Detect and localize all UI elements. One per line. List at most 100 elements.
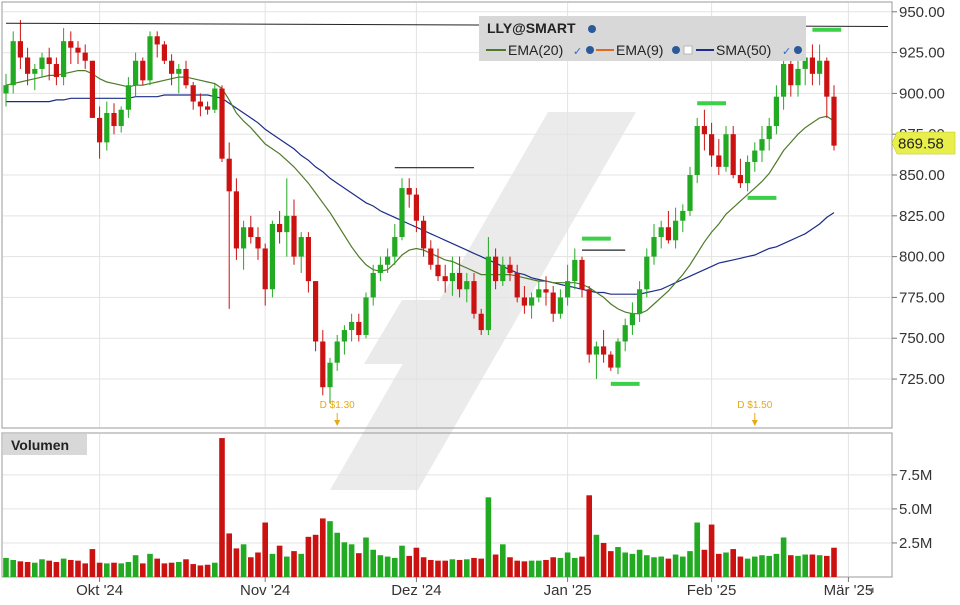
volume-bar <box>564 552 571 577</box>
candle-body <box>61 41 67 78</box>
candle <box>298 232 304 273</box>
volume-bar <box>10 559 16 577</box>
volume-bar <box>291 551 297 577</box>
candle <box>341 325 347 355</box>
volume-bar <box>435 560 441 577</box>
candle-body <box>385 256 391 265</box>
ema20-settings-icon[interactable] <box>586 46 594 54</box>
volume-bar <box>284 556 290 577</box>
candle-body <box>413 194 419 221</box>
candle-body <box>363 297 369 335</box>
price-tick-label: 950.00 <box>899 4 945 21</box>
symbol-settings-icon[interactable] <box>588 25 596 33</box>
candle <box>536 281 542 303</box>
candle <box>442 264 448 293</box>
candle-body <box>601 346 607 355</box>
volume-bar <box>550 557 556 577</box>
candle <box>10 31 16 94</box>
candle-body <box>104 112 110 143</box>
sma50-settings-icon[interactable] <box>794 46 802 54</box>
ema9-settings-icon[interactable] <box>672 46 680 54</box>
volume-bar <box>471 557 477 577</box>
candle <box>392 223 398 265</box>
volume-bar <box>716 553 722 577</box>
candle <box>428 240 434 270</box>
volume-bar <box>147 553 153 577</box>
candle-body <box>521 297 527 306</box>
volume-bar <box>816 555 823 577</box>
candle <box>464 272 470 303</box>
volume-bar <box>248 557 254 577</box>
candle <box>673 207 679 249</box>
candle <box>82 44 88 69</box>
watermark-bar <box>330 112 636 490</box>
candle-body <box>32 68 38 74</box>
sma50-check-icon[interactable]: ✓ <box>782 46 791 58</box>
candle <box>111 103 117 135</box>
candle-body <box>464 281 470 290</box>
candle <box>514 264 520 303</box>
candle-body <box>586 289 592 355</box>
candle-body <box>370 272 376 298</box>
candle <box>104 101 110 151</box>
moving-averages <box>5 69 835 315</box>
candle <box>46 47 52 81</box>
volume-bar <box>370 549 376 577</box>
candle-body <box>327 362 333 388</box>
candle-body <box>406 188 412 195</box>
ema9-checkbox[interactable] <box>683 45 693 55</box>
candle <box>406 178 412 208</box>
candle <box>118 106 124 133</box>
volume-bar <box>831 547 837 577</box>
legend-ema9: EMA(9) <box>616 42 663 58</box>
candle-body <box>356 321 362 335</box>
scroll-left-icon[interactable]: ◂ <box>868 584 874 596</box>
candle-body <box>147 36 153 81</box>
candle-body <box>305 237 311 282</box>
candle <box>147 31 153 86</box>
volume-bar <box>183 559 189 577</box>
volume-bar <box>212 562 218 577</box>
candle <box>579 256 585 298</box>
candle-body <box>529 297 535 306</box>
candle-body <box>377 264 383 273</box>
volume-bar <box>348 544 355 577</box>
candle <box>507 256 513 282</box>
candle-body <box>176 68 182 74</box>
candle <box>161 41 167 65</box>
time-tick-label: Mär '25 <box>824 582 874 599</box>
candle-body <box>241 227 247 249</box>
candle <box>140 57 146 86</box>
volume-bar <box>730 549 736 577</box>
candle <box>543 276 549 306</box>
watermark-notch <box>364 300 470 364</box>
volume-bar <box>557 557 564 577</box>
volume-bar <box>485 497 492 577</box>
volume-bar <box>384 556 391 577</box>
last-price-label: 869.58 <box>898 136 944 153</box>
volume-bar <box>672 554 679 577</box>
volume-bar <box>60 558 67 577</box>
candle <box>766 117 772 151</box>
volume-bar <box>204 564 211 577</box>
candle-body <box>644 256 650 290</box>
candle-body <box>817 60 823 74</box>
candle <box>701 109 707 151</box>
volume-bar <box>320 518 326 577</box>
candle-body <box>694 126 700 176</box>
candle-body <box>392 237 398 257</box>
candle-body <box>673 220 679 241</box>
volume-bar <box>449 559 456 577</box>
candle <box>125 77 131 118</box>
volume-bar <box>399 545 405 577</box>
volume-axis: 2.5M 5.0M 7.5M <box>892 467 932 552</box>
candle-body <box>781 64 787 97</box>
ema20-check-icon[interactable]: ✓ <box>573 46 582 58</box>
candle-body <box>752 150 758 162</box>
candle-body <box>809 57 815 74</box>
candle <box>601 330 607 363</box>
candle-body <box>651 237 657 257</box>
volume-bar <box>46 560 52 577</box>
candle-body <box>17 41 23 58</box>
